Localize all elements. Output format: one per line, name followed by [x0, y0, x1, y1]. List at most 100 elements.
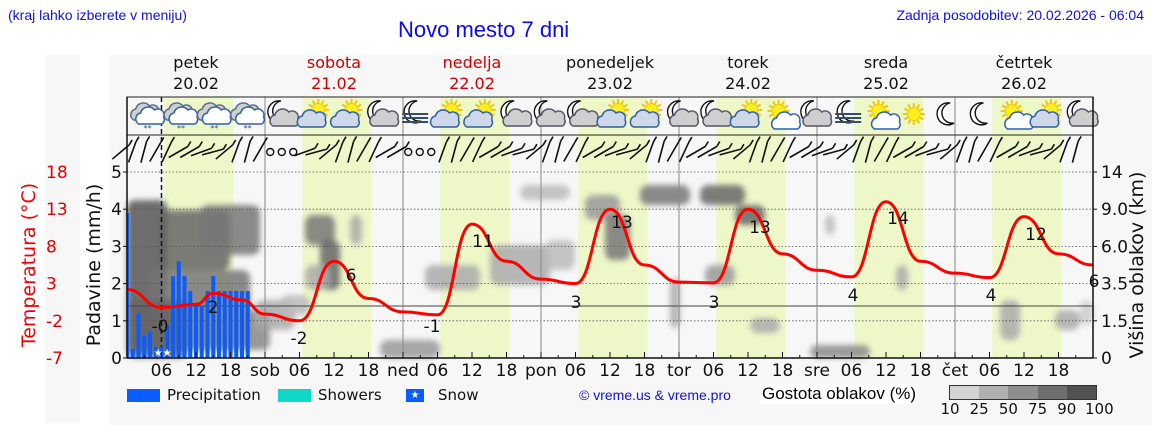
moon-cloud-icon: [500, 100, 533, 127]
svg-text:12: 12: [875, 361, 897, 381]
svg-text:★★: ★★: [154, 348, 172, 359]
svg-text:-7: -7: [46, 349, 63, 369]
weather-icons: ** ** ** **: [126, 96, 1099, 136]
sun-cloud-icon: [296, 99, 330, 128]
legend-showers: Showers: [318, 386, 382, 404]
cloudy-snow-icon: **: [230, 102, 266, 133]
svg-text:**: **: [144, 124, 152, 133]
svg-text:9.0: 9.0: [1101, 200, 1128, 220]
cloudy-snow-icon: **: [130, 102, 166, 133]
svg-text:0: 0: [111, 349, 122, 369]
day-label-1: sobota 21.02: [306, 53, 362, 93]
svg-text:18: 18: [496, 361, 518, 381]
density-swatch: [1066, 386, 1097, 399]
sun-cloud-icon: [329, 99, 363, 128]
density-tick: 50: [998, 400, 1018, 418]
day-label-2: nedelja 22.02: [442, 53, 502, 93]
copyright-link[interactable]: © vreme.us & vreme.pro: [579, 387, 731, 403]
svg-text:14: 14: [887, 209, 909, 229]
svg-text:**: **: [210, 124, 218, 133]
svg-text:0: 0: [1101, 349, 1112, 369]
svg-text:6.0: 6.0: [1101, 237, 1128, 257]
svg-text:Temperatura (°C): Temperatura (°C): [18, 183, 40, 348]
svg-text:06: 06: [841, 361, 863, 381]
temperature-line: [126, 200, 1094, 323]
temperature-labels: -0 2 -2 6 -1 11 3 13 3 13 4 14 4 12 6: [152, 209, 1100, 349]
wind-barbs: [111, 135, 1082, 163]
svg-text:13: 13: [749, 218, 771, 238]
svg-text:18: 18: [358, 361, 380, 381]
density-tick: 10: [940, 400, 960, 418]
svg-text:4: 4: [848, 286, 859, 306]
density-tick: 90: [1057, 400, 1077, 418]
moon-cloud-icon: [1066, 100, 1099, 127]
sun-cloud-icon: [463, 99, 496, 128]
sun-cloud-icon: [729, 99, 763, 128]
svg-text:12: 12: [323, 361, 345, 381]
svg-text:12: 12: [1025, 225, 1047, 245]
svg-text:06: 06: [979, 361, 1001, 381]
density-swatch: [1037, 386, 1067, 399]
day-label-3: ponedeljek 23.02: [566, 53, 654, 93]
sun-small-cloud-icon: [767, 100, 801, 130]
svg-text:-0: -0: [152, 317, 169, 337]
density-tick: 100: [1085, 400, 1114, 418]
moon-cloud-icon: [267, 100, 300, 127]
svg-text:4: 4: [111, 200, 122, 220]
sun-cloud-icon: [596, 99, 629, 128]
density-swatch: [979, 386, 1009, 399]
density-swatch: [1008, 386, 1038, 399]
moon-cloud-icon: [666, 100, 700, 127]
legend-snow: Snow: [438, 386, 479, 404]
snow-star-icon: ★: [406, 389, 424, 402]
day-label-6: četrtek 26.02: [995, 53, 1053, 93]
sun-small-cloud-icon: [1000, 100, 1035, 130]
svg-text:06: 06: [703, 361, 725, 381]
svg-text:čet: čet: [942, 361, 969, 381]
svg-text:6: 6: [346, 266, 357, 286]
svg-text:-1: -1: [424, 317, 441, 337]
svg-text:8: 8: [46, 237, 57, 257]
moon-cloud-icon: [800, 100, 833, 127]
moon-cloud-icon: [367, 100, 400, 127]
svg-text:11: 11: [472, 232, 494, 252]
cloud-density-ticks: 10 25 50 75 90 100: [938, 400, 1114, 418]
svg-text:12: 12: [461, 361, 483, 381]
cloudy-snow-icon: **: [196, 102, 232, 133]
moon-icon: [936, 102, 955, 126]
axes: 012345-7-238131801.53.56.09.014Temperatu…: [18, 97, 1148, 381]
svg-text:12: 12: [185, 361, 207, 381]
svg-text:13: 13: [611, 213, 633, 233]
legend-precipitation: Precipitation: [167, 386, 261, 404]
moon-fog-icon: [402, 100, 429, 124]
svg-text:Višina oblakov (km): Višina oblakov (km): [1126, 172, 1148, 359]
svg-text:sob: sob: [250, 361, 280, 381]
svg-text:06: 06: [565, 361, 587, 381]
svg-text:18: 18: [910, 361, 932, 381]
svg-text:18: 18: [220, 361, 242, 381]
svg-text:-2: -2: [46, 312, 63, 332]
svg-text:tor: tor: [667, 361, 691, 381]
svg-text:18: 18: [772, 361, 794, 381]
svg-text:**: **: [244, 124, 252, 133]
svg-text:3.5: 3.5: [1101, 275, 1128, 295]
density-tick: 25: [969, 400, 989, 418]
day-label-4: torek 24.02: [725, 53, 771, 93]
svg-text:6: 6: [1089, 272, 1100, 292]
svg-text:2: 2: [208, 298, 219, 318]
svg-text:12: 12: [737, 361, 759, 381]
moon-fog-icon: [835, 100, 862, 124]
svg-text:1.5: 1.5: [1101, 312, 1128, 332]
moon-cloud-icon: [700, 100, 733, 127]
svg-text:3: 3: [709, 293, 720, 313]
region-hint[interactable]: (kraj lahko izberete v meniju): [8, 7, 187, 23]
svg-text:12: 12: [1013, 361, 1035, 381]
svg-text:13: 13: [46, 200, 68, 220]
sun-icon: [902, 103, 925, 125]
sun-cloud-icon: [629, 99, 663, 128]
svg-text:06: 06: [427, 361, 449, 381]
density-swatch: [950, 386, 980, 399]
cloud-density-title: Gostota oblakov (%): [760, 384, 919, 404]
svg-text:14: 14: [1101, 163, 1123, 183]
